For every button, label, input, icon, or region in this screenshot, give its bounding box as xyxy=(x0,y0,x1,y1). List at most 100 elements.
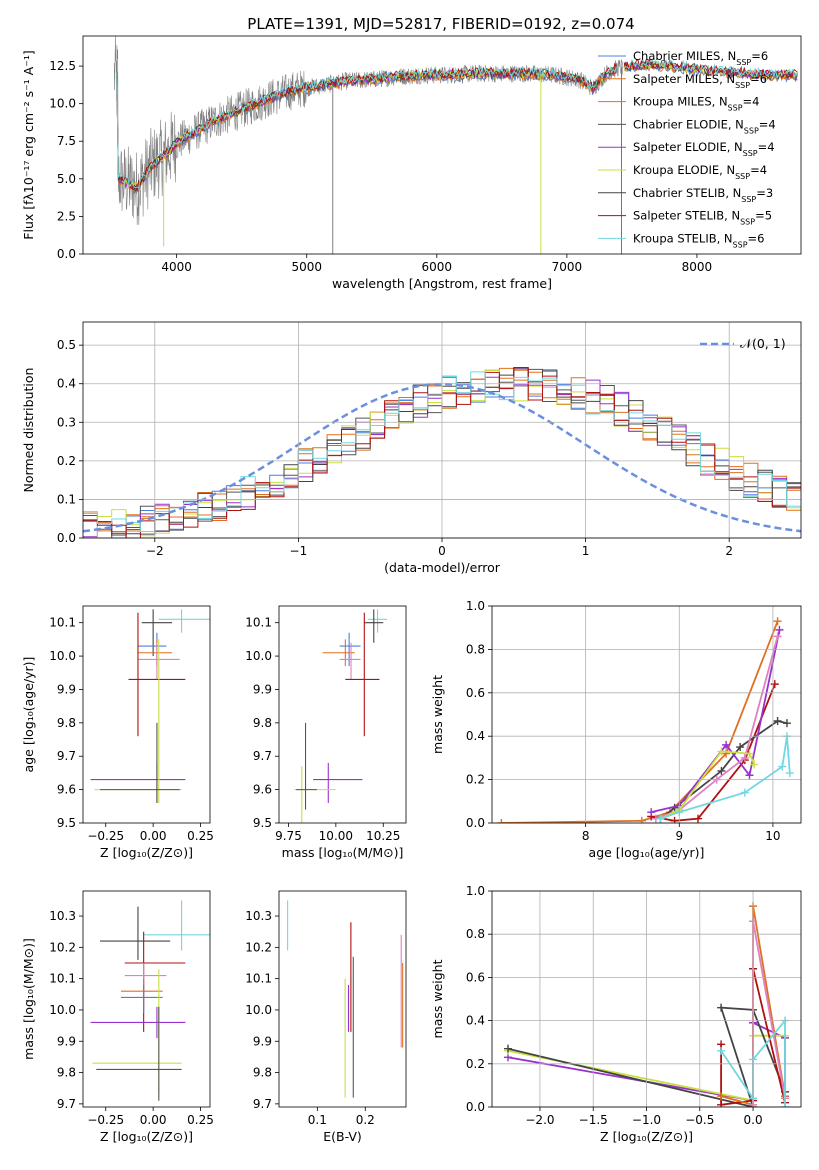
mass-weight-marker xyxy=(497,819,506,823)
x-tick-label: −1.5 xyxy=(579,1113,608,1127)
panel-mass-vs-Z: −0.25 0.00 0.25 9.7 9.8 9.9 10.0 10.1 10.2 10.3 Z … xyxy=(21,890,214,1144)
mass-weight-marker xyxy=(740,788,749,797)
x-axis-label: Z [log₁₀(Z/Z⊙)] xyxy=(100,845,193,860)
y-tick-label: 9.7 xyxy=(57,749,76,763)
x-axis-label: wavelength [Angstrom, rest frame] xyxy=(332,276,552,291)
x-tick-label: 0 xyxy=(438,544,446,558)
axes-frame xyxy=(82,35,802,255)
mass-weight-marker xyxy=(750,760,759,769)
y-tick-label: 0.0 xyxy=(57,247,76,261)
y-tick-label: 0.8 xyxy=(466,642,485,656)
x-axis-label: Z [log₁₀(Z/Z⊙)] xyxy=(100,1129,193,1144)
legend-entry: Salpeter ELODIE, NSSP=4 xyxy=(633,140,775,158)
mass-weight-marker xyxy=(770,680,779,689)
y-tick-label: 0.6 xyxy=(466,686,485,700)
x-tick-label: 0.25 xyxy=(187,829,214,843)
x-tick-label: 0.2 xyxy=(356,1113,375,1127)
y-tick-label: 9.7 xyxy=(253,749,272,763)
mass-weight-marker xyxy=(670,816,679,823)
plot-area xyxy=(287,900,404,1098)
observed-spectrum-line xyxy=(113,36,623,226)
y-axis-label: Flux [fλ10⁻¹⁷ erg cm⁻² s⁻¹ A⁻¹] xyxy=(21,50,36,239)
x-tick-label: −0.25 xyxy=(87,829,124,843)
y-axis-label: Normed distribution xyxy=(21,368,36,493)
x-tick-label: 8000 xyxy=(682,260,713,274)
mass-weight-marker xyxy=(773,632,782,641)
axes-frame xyxy=(82,321,802,539)
legend-entry: 𝒩(0, 1) xyxy=(740,336,786,351)
mass-weight-marker xyxy=(782,719,791,728)
x-tick-label: 0.0 xyxy=(744,1113,763,1127)
y-tick-label: 10.3 xyxy=(49,909,76,923)
mass-weight-marker xyxy=(717,1003,726,1012)
panel-age-vs-Z: −0.25 0.00 0.25 9.5 9.6 9.7 9.8 9.9 10.0 10.1 Z [l… xyxy=(21,605,214,860)
mass-weight-marker xyxy=(656,814,665,823)
mass-weight-marker xyxy=(717,1046,726,1055)
axes-frame xyxy=(278,890,407,1108)
plot-area xyxy=(497,617,794,823)
mass-weight-marker xyxy=(745,771,754,780)
axes-frame xyxy=(491,890,802,1108)
y-tick-label: 0.6 xyxy=(466,970,485,984)
panel-mass-vs-EBV: 0.1 0.2 9.7 9.8 9.9 10.0 10.1 10.2 10.3 E(B-V) xyxy=(245,890,407,1144)
axes-frame xyxy=(278,605,407,824)
y-tick-label: 10.0 xyxy=(49,97,76,111)
y-axis-label: mass weight xyxy=(430,959,445,1038)
mass-weight-marker xyxy=(717,747,726,756)
y-tick-label: 10.2 xyxy=(49,940,76,954)
y-tick-label: 10.2 xyxy=(245,940,272,954)
mass-weight-line xyxy=(651,683,776,822)
x-tick-label: 9 xyxy=(675,829,683,843)
y-tick-label: 9.5 xyxy=(57,816,76,830)
panel-mass-weight-vs-age: 8 9 10 0.0 0.2 0.4 0.6 0.8 1.0 age [log₁₀(age/yr)… xyxy=(430,599,802,860)
y-tick-label: 9.8 xyxy=(253,716,272,730)
mass-weight-marker xyxy=(740,753,749,762)
y-tick-label: 0.0 xyxy=(466,1100,485,1114)
legend-entry: Chabrier MILES, NSSP=6 xyxy=(633,49,768,67)
mass-weight-line xyxy=(650,629,781,813)
mass-weight-marker xyxy=(773,617,782,626)
x-tick-label: −0.25 xyxy=(87,1113,124,1127)
y-tick-label: 9.5 xyxy=(253,816,272,830)
y-tick-label: 9.9 xyxy=(57,1034,76,1048)
legend-entry: Chabrier STELIB, NSSP=3 xyxy=(633,186,773,204)
x-axis-label: E(B-V) xyxy=(323,1129,362,1144)
legend-entry: Kroupa ELODIE, NSSP=4 xyxy=(633,163,767,181)
y-axis-label: age [log₁₀(age/yr)] xyxy=(21,657,36,773)
x-tick-label: −2 xyxy=(146,544,164,558)
y-tick-label: 10.0 xyxy=(245,1003,272,1017)
y-tick-label: 0.2 xyxy=(57,454,76,468)
panel-residuals: −2 −1 0 1 2 0.0 0.1 0.2 0.3 0.4 0.5 (data-model)/er… xyxy=(21,321,802,575)
x-tick-label: 9.75 xyxy=(275,829,302,843)
y-tick-label: 10.0 xyxy=(245,649,272,663)
plot-area xyxy=(113,36,798,254)
y-tick-label: 0.3 xyxy=(57,415,76,429)
x-tick-label: 0.25 xyxy=(187,1113,214,1127)
x-tick-label: 0.00 xyxy=(140,829,167,843)
y-tick-label: 9.6 xyxy=(57,783,76,797)
y-tick-label: 9.8 xyxy=(57,716,76,730)
x-tick-label: 10.25 xyxy=(366,829,400,843)
panel-spectrum: 4000 5000 6000 7000 8000 0.0 2.5 5.0 7.5 10.0 12.5… xyxy=(21,35,802,291)
y-tick-label: 9.8 xyxy=(253,1066,272,1080)
y-tick-label: 1.0 xyxy=(466,599,485,613)
y-axis-label: mass [log₁₀(M/M⊙)] xyxy=(21,938,36,1060)
plot-area xyxy=(90,900,210,1101)
y-tick-label: 10.1 xyxy=(245,616,272,630)
y-tick-label: 0.1 xyxy=(57,492,76,506)
mass-weight-marker xyxy=(503,1044,512,1053)
y-axis-label: mass weight xyxy=(430,675,445,754)
x-tick-label: −1 xyxy=(290,544,308,558)
mass-weight-marker xyxy=(778,762,787,771)
y-tick-label: 1.0 xyxy=(466,884,485,898)
axes-frame xyxy=(82,605,211,824)
x-axis-label: Z [log₁₀(Z/Z⊙)] xyxy=(600,1129,693,1144)
axes-frame xyxy=(491,605,802,824)
plot-area xyxy=(294,609,388,823)
x-tick-label: −0.5 xyxy=(685,1113,714,1127)
mass-weight-marker xyxy=(736,743,745,752)
x-tick-label: 10 xyxy=(765,829,780,843)
y-tick-label: 9.9 xyxy=(57,682,76,696)
y-tick-label: 10.0 xyxy=(49,1003,76,1017)
